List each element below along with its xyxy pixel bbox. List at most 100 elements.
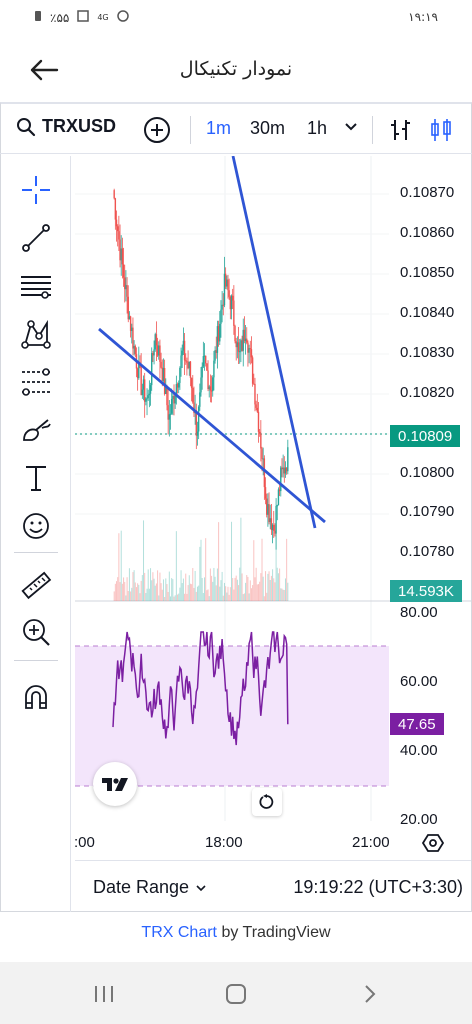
candle-body — [201, 366, 203, 378]
volume-bar — [154, 585, 156, 601]
tradingview-logo[interactable] — [93, 762, 137, 806]
ohlc-bars-icon — [391, 120, 410, 140]
volume-bar — [161, 589, 163, 601]
candles — [113, 188, 289, 550]
back-nav-button[interactable] — [350, 980, 390, 1008]
recent-apps-button[interactable] — [84, 980, 124, 1008]
chart-settings-button[interactable] — [420, 830, 446, 856]
candle-body — [145, 398, 147, 402]
candle-body — [243, 329, 246, 342]
volume-bar — [160, 583, 162, 601]
volume-bar — [279, 568, 281, 601]
timezone-clock[interactable]: 19:19:22 (UTC+3:30) — [293, 877, 463, 897]
toolbar-divider — [190, 116, 191, 144]
volume-bar — [273, 578, 275, 601]
candle-body — [163, 367, 166, 395]
date-range-label: Date Range — [93, 877, 190, 897]
volume-bar — [204, 577, 206, 601]
chart-footer: Date Range 19:19:22 (UTC+3:30) — [75, 860, 471, 912]
volume-bar — [241, 573, 243, 601]
symbol-search[interactable]: TRXUSD — [16, 116, 116, 137]
volume-bar — [233, 589, 235, 601]
volume-bar — [238, 585, 240, 601]
volume-bar — [157, 570, 159, 601]
volume-bar — [213, 567, 215, 601]
timeframe-1h[interactable]: 1h — [307, 118, 328, 138]
volume-bar — [182, 578, 184, 601]
zoom-in-tool[interactable] — [14, 612, 58, 652]
price-chart[interactable] — [75, 156, 471, 856]
candle-style-button[interactable] — [428, 117, 454, 147]
volume-bar — [114, 583, 116, 601]
volume-bar — [123, 577, 125, 601]
volume-bar — [272, 569, 274, 601]
candle-body — [244, 338, 247, 342]
trx-chart-link[interactable]: TRX Chart — [141, 924, 217, 941]
timeframe-dropdown[interactable] — [344, 120, 358, 136]
volume-bar — [234, 577, 236, 601]
volume-bar — [242, 594, 244, 601]
volume-bar — [121, 583, 123, 601]
volume-bar — [223, 582, 225, 601]
chart-area[interactable] — [75, 156, 471, 856]
volume-bar — [265, 571, 267, 601]
volume-bar — [245, 582, 247, 601]
volume-bar — [270, 575, 272, 601]
price-tick: 0.10840 — [400, 304, 455, 321]
bar-style-button[interactable] — [388, 117, 414, 147]
pattern-tool[interactable] — [14, 314, 58, 354]
candle-body — [235, 341, 237, 348]
arrow-left-icon — [30, 59, 59, 81]
crosshair-tool[interactable] — [14, 170, 58, 210]
volume-bar — [249, 580, 251, 601]
volume-bar — [240, 517, 242, 601]
volume-bar — [124, 581, 126, 601]
volume-bar — [239, 567, 241, 601]
candle-body — [131, 327, 133, 331]
price-tick: 0.10820 — [400, 384, 455, 401]
candle-body — [121, 248, 124, 265]
volume-bar — [130, 591, 132, 601]
date-range-button[interactable]: Date Range — [93, 877, 207, 898]
volume-bars — [113, 517, 289, 601]
candle-body — [253, 383, 255, 385]
volume-bar — [135, 587, 137, 601]
horizontal-lines-tool[interactable] — [14, 266, 58, 306]
status-time: ۱۹:۱۹ — [408, 10, 438, 24]
back-button[interactable] — [22, 52, 66, 88]
brush-tool[interactable] — [14, 410, 58, 450]
volume-bar — [220, 580, 222, 601]
candle-body — [266, 498, 268, 515]
trend-line-tool[interactable] — [14, 218, 58, 258]
volume-bar — [215, 585, 217, 601]
fib-tool[interactable] — [14, 362, 58, 402]
price-tick: 0.10800 — [400, 464, 455, 481]
volume-bar — [139, 593, 141, 601]
volume-bar — [205, 538, 207, 601]
volume-bar — [177, 594, 179, 601]
timeframe-1m[interactable]: 1m — [206, 118, 232, 138]
emoji-tool[interactable] — [14, 506, 58, 546]
horizontal-lines-icon — [21, 276, 51, 299]
side-divider-line — [70, 156, 71, 912]
volume-bar — [181, 583, 183, 601]
volume-bar — [218, 522, 220, 601]
timeframe-30m[interactable]: 30m — [250, 118, 286, 138]
compare-add-button[interactable] — [144, 117, 170, 143]
rsi-value-badge: 47.65 — [390, 713, 444, 735]
volume-bar — [178, 593, 180, 601]
candle-body — [202, 356, 205, 367]
ruler-tool[interactable] — [14, 565, 58, 605]
price-tick: 0.10780 — [400, 543, 455, 560]
candle-body — [204, 355, 207, 364]
candle-body — [270, 518, 273, 531]
volume-bar — [253, 540, 255, 601]
symbol-label: TRXUSD — [42, 116, 117, 136]
volume-bar — [207, 589, 209, 601]
magnet-tool[interactable] — [14, 676, 58, 716]
candle-body — [214, 350, 216, 361]
price-tick: 0.10790 — [400, 503, 455, 520]
home-button[interactable] — [216, 980, 256, 1008]
text-tool[interactable] — [14, 458, 58, 498]
reset-chart-button[interactable] — [252, 788, 282, 816]
